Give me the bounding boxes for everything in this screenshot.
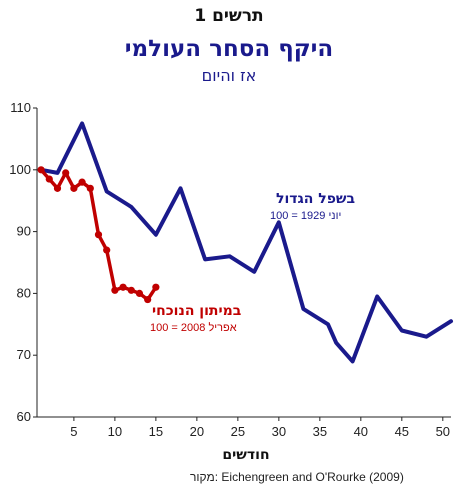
data-point <box>103 246 111 254</box>
series-note-current-recession: אפריל 2008 = 100 <box>150 321 237 334</box>
data-point <box>94 231 103 239</box>
x-tick-label: 10 <box>108 424 122 439</box>
y-tick-label: 110 <box>10 100 31 115</box>
data-point <box>135 289 144 297</box>
x-tick-label: 15 <box>149 424 163 439</box>
series-name-great-depression: בשפל הגדול <box>276 191 355 207</box>
data-point <box>152 283 160 291</box>
x-tick-label: 20 <box>190 424 204 439</box>
annotation-great-depression: בשפל הגדול יוני 1929 = 100 <box>270 191 355 222</box>
axes: 60 70 80 90 100 110 5 10 15 20 25 30 35 40 45 50 <box>9 100 451 439</box>
series-name-current-recession: במיתון הנוכחי <box>152 303 241 319</box>
source-text: Eichengreen and O'Rourke (2009) <box>221 470 404 484</box>
data-point <box>111 286 119 294</box>
data-point <box>144 295 152 304</box>
y-tick-label: 90 <box>17 224 31 239</box>
data-point <box>78 178 86 186</box>
figure-label: תרשים 1 <box>194 6 264 26</box>
data-point <box>86 184 94 192</box>
data-point <box>37 166 45 174</box>
x-tick-label: 25 <box>231 424 245 439</box>
y-tick-label: 60 <box>17 409 31 424</box>
x-tick-label: 40 <box>354 424 368 439</box>
x-tick-label: 50 <box>436 424 450 439</box>
x-tick-label: 35 <box>313 424 327 439</box>
series-layer <box>37 121 453 364</box>
source-note: מקור: Eichengreen and O'Rourke (2009) <box>190 470 404 484</box>
data-point <box>127 286 135 294</box>
series-great-depression <box>39 121 453 364</box>
x-axis-label: חודשים <box>222 447 269 463</box>
y-tick-label: 100 <box>9 162 31 177</box>
source-prefix: מקור: <box>190 470 219 484</box>
series-line <box>39 121 453 364</box>
x-tick-label: 30 <box>272 424 286 439</box>
x-tick-label: 5 <box>70 424 77 439</box>
y-tick-label: 80 <box>17 285 31 300</box>
data-point <box>119 283 127 291</box>
y-tick-label: 70 <box>17 347 31 362</box>
chart-subtitle: אז והיום <box>201 66 257 85</box>
data-point <box>70 184 78 192</box>
data-point <box>53 184 62 192</box>
series-current-recession <box>37 166 160 304</box>
x-tick-label: 45 <box>395 424 409 439</box>
data-point <box>62 169 70 177</box>
chart-title: היקף הסחר העולמי <box>124 36 334 62</box>
data-point <box>45 175 53 183</box>
annotation-current-recession: במיתון הנוכחי אפריל 2008 = 100 <box>150 303 241 334</box>
series-note-great-depression: יוני 1929 = 100 <box>270 210 341 222</box>
